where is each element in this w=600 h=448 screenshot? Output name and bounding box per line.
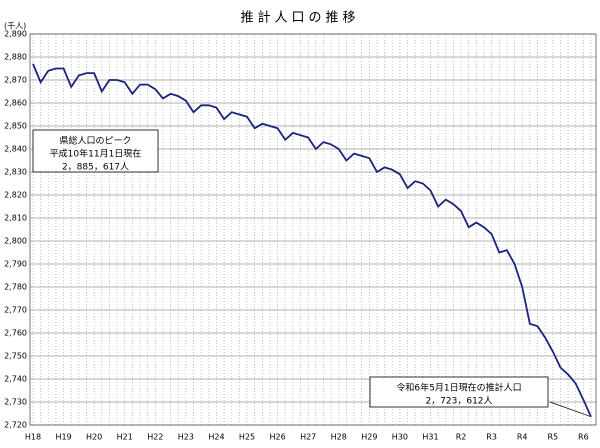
y-tick-label: 2,890 <box>4 30 27 39</box>
annotation-text: 平成10年11月1日現在 <box>50 148 142 160</box>
y-tick-label: 2,810 <box>4 214 27 223</box>
x-tick-label: R3 <box>486 433 497 442</box>
x-tick-label: H22 <box>147 433 163 442</box>
x-tick-label: H27 <box>300 433 316 442</box>
x-tick-label: H25 <box>239 433 255 442</box>
x-tick-label: H23 <box>178 433 194 442</box>
y-tick-label: 2,780 <box>4 283 27 292</box>
data-line <box>32 63 592 418</box>
x-tick-label: H28 <box>331 433 347 442</box>
y-tick-label: 2,850 <box>4 122 27 131</box>
y-tick-label: 2,720 <box>4 421 27 430</box>
x-tick-label: H18 <box>25 433 41 442</box>
y-tick-label: 2,800 <box>4 237 27 246</box>
y-unit: (千人) <box>4 21 26 31</box>
annotation-text: 2，723，612人 <box>425 396 492 407</box>
x-tick-label: H31 <box>422 433 438 442</box>
y-tick-label: 2,860 <box>4 99 27 108</box>
x-tick-label: R2 <box>456 433 467 442</box>
x-tick-label: H26 <box>270 433 286 442</box>
y-tick-label: 2,760 <box>4 329 27 338</box>
y-tick-label: 2,830 <box>4 168 27 177</box>
y-tick-label: 2,770 <box>4 306 27 315</box>
leader-line <box>549 401 592 418</box>
x-tick-label: H20 <box>86 433 102 442</box>
y-tick-label: 2,840 <box>4 145 27 154</box>
y-tick-label: 2,740 <box>4 375 27 384</box>
plot-frame <box>29 33 597 426</box>
y-tick-label: 2,820 <box>4 191 27 200</box>
annotation-box <box>369 376 549 408</box>
y-tick-label: 2,790 <box>4 260 27 269</box>
y-tick-label: 2,730 <box>4 398 27 407</box>
x-tick-label: H30 <box>392 433 408 442</box>
y-tick-label: 2,870 <box>4 76 27 85</box>
x-tick-label: H21 <box>117 433 133 442</box>
x-tick-label: H29 <box>361 433 377 442</box>
annotation-text: 県総人口のピーク <box>59 135 131 147</box>
x-tick-label: R6 <box>578 433 589 442</box>
annotation-text: 2，885，617人 <box>62 162 129 173</box>
x-tick-label: R4 <box>517 433 528 442</box>
annotation-box <box>32 129 159 173</box>
x-tick-label: H19 <box>55 433 71 442</box>
annotation-text: 令和6年5月1日現在の推計人口 <box>396 382 521 394</box>
y-tick-label: 2,750 <box>4 352 27 361</box>
chart-title: 推計人口の推移 <box>240 10 359 26</box>
x-tick-label: R5 <box>547 433 558 442</box>
y-tick-label: 2,880 <box>4 53 27 62</box>
x-tick-label: H24 <box>208 433 224 442</box>
